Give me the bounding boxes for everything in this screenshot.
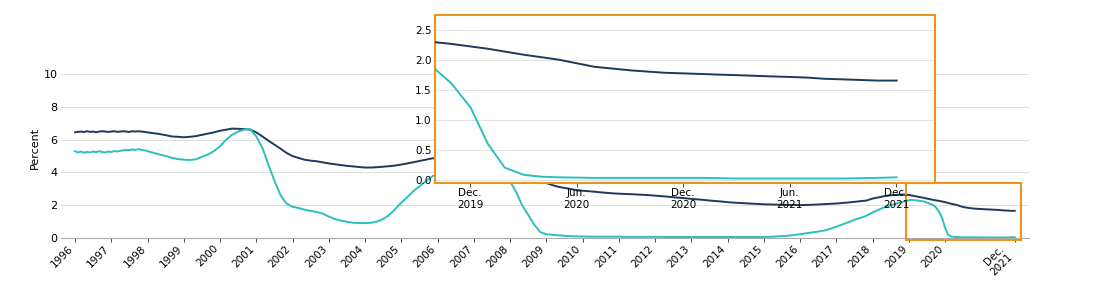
Bar: [906, 183, 1021, 240]
Y-axis label: Percent: Percent: [30, 127, 40, 169]
